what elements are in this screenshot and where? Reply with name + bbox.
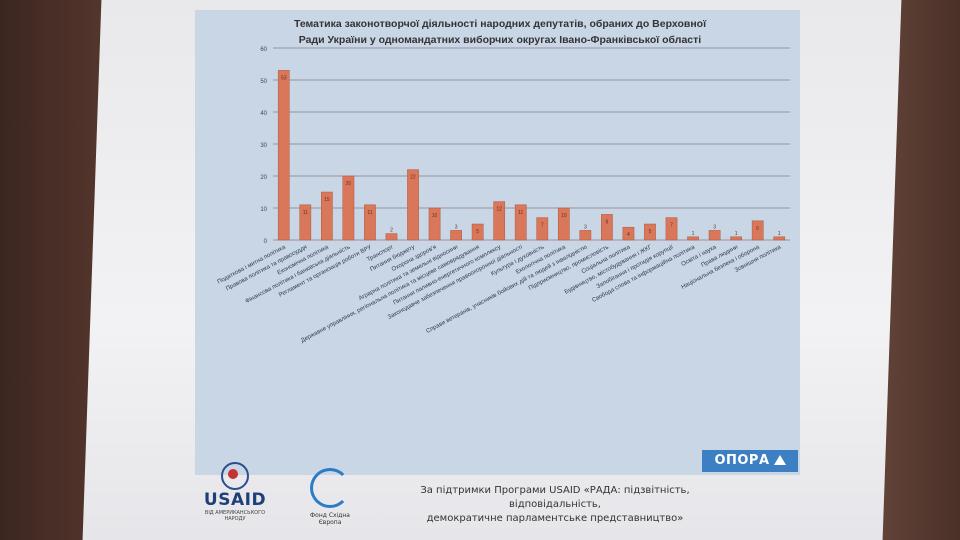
- bar: [644, 223, 656, 241]
- support-note-line-1: За підтримки Програми USAID «РАДА: підзв…: [420, 485, 690, 510]
- opora-triangle-icon: [773, 455, 786, 465]
- bar: [557, 207, 570, 241]
- bar-value-label: 7: [670, 223, 673, 229]
- fse-logo: Фонд Східна Європа: [300, 468, 360, 526]
- bar: [751, 220, 764, 241]
- y-tick-label: 30: [260, 143, 267, 149]
- support-note: За підтримки Програми USAID «РАДА: підзв…: [390, 484, 720, 526]
- bar-value-label: 5: [476, 229, 479, 235]
- bar: [536, 217, 549, 241]
- bar-value-label: 3: [713, 224, 716, 230]
- bar: [450, 230, 462, 241]
- bar-value-label: 11: [518, 210, 523, 216]
- bar: [579, 230, 592, 241]
- chart-title-line-1: Тематика законотворчої діяльності народн…: [294, 18, 707, 30]
- y-axis-ticks: 0 10 20 30 40 50 60: [260, 47, 267, 245]
- bar: [730, 236, 742, 241]
- bar-value-label: 5: [649, 229, 652, 235]
- support-note-line-2: демократичне парламентське представництв…: [426, 513, 684, 524]
- fse-name: Фонд Східна Європа: [310, 512, 350, 526]
- y-tick-label: 40: [260, 111, 267, 117]
- bar-value-label: 3: [455, 224, 458, 230]
- bar: [687, 236, 699, 241]
- bar: [773, 236, 786, 241]
- y-tick-label: 20: [260, 175, 267, 181]
- bar-value-label: 10: [561, 213, 567, 219]
- bar-value-label: 15: [324, 197, 330, 203]
- bar: [428, 207, 441, 241]
- bar: [385, 233, 398, 241]
- bar-value-label: 1: [692, 231, 695, 237]
- bars-group: [277, 70, 786, 241]
- bar-value-label: 10: [432, 213, 438, 219]
- usaid-wordmark: USAID: [203, 490, 267, 510]
- bar: [277, 70, 290, 241]
- opora-logo: ОПОРА: [702, 450, 798, 472]
- bar-value-label: 1: [778, 231, 781, 237]
- bar-value-label: 20: [346, 181, 352, 187]
- bar: [471, 223, 484, 241]
- fse-emblem-icon: [310, 468, 350, 508]
- bar-value-label: 53: [281, 75, 287, 81]
- y-tick-label: 50: [260, 79, 267, 85]
- bar: [493, 201, 506, 241]
- bar: [708, 230, 721, 241]
- bar-chart: Тематика законотворчої діяльності народн…: [217, 18, 790, 344]
- usaid-seal-icon: [221, 462, 249, 490]
- bar: [364, 204, 376, 241]
- bar-value-label: 11: [303, 210, 308, 216]
- bar: [342, 175, 355, 241]
- bar: [622, 226, 635, 241]
- bar: [407, 169, 419, 241]
- y-tick-label: 10: [260, 207, 267, 213]
- grid-lines: [273, 47, 790, 241]
- bar: [299, 204, 312, 241]
- bar-value-label: 1: [735, 231, 738, 237]
- bar-value-label: 12: [496, 207, 502, 213]
- bar-value-label: 8: [606, 219, 609, 225]
- usaid-tagline: ВІД АМЕРИКАНСЬКОГО НАРОДУ: [204, 510, 266, 522]
- bar-value-label: 4: [627, 232, 630, 238]
- bar: [514, 204, 527, 241]
- bar-value-label: 6: [756, 226, 759, 232]
- chart-panel: [195, 10, 800, 475]
- chart-title-line-2: Ради України у одномандатних виборчих ок…: [299, 34, 701, 46]
- bar: [601, 214, 613, 241]
- bar-value-label: 22: [410, 175, 416, 181]
- bar-value-label: 7: [541, 223, 544, 229]
- usaid-logo: USAID ВІД АМЕРИКАНСЬКОГО НАРОДУ: [200, 462, 270, 522]
- opora-text: ОПОРА: [714, 453, 770, 468]
- y-tick-label: 0: [264, 239, 268, 245]
- bar-value-label: 3: [584, 224, 587, 230]
- bar-value-label: 2: [390, 228, 393, 234]
- bar-value-label: 11: [367, 210, 372, 216]
- bar: [665, 217, 678, 241]
- bar: [321, 191, 333, 241]
- y-tick-label: 60: [260, 47, 267, 53]
